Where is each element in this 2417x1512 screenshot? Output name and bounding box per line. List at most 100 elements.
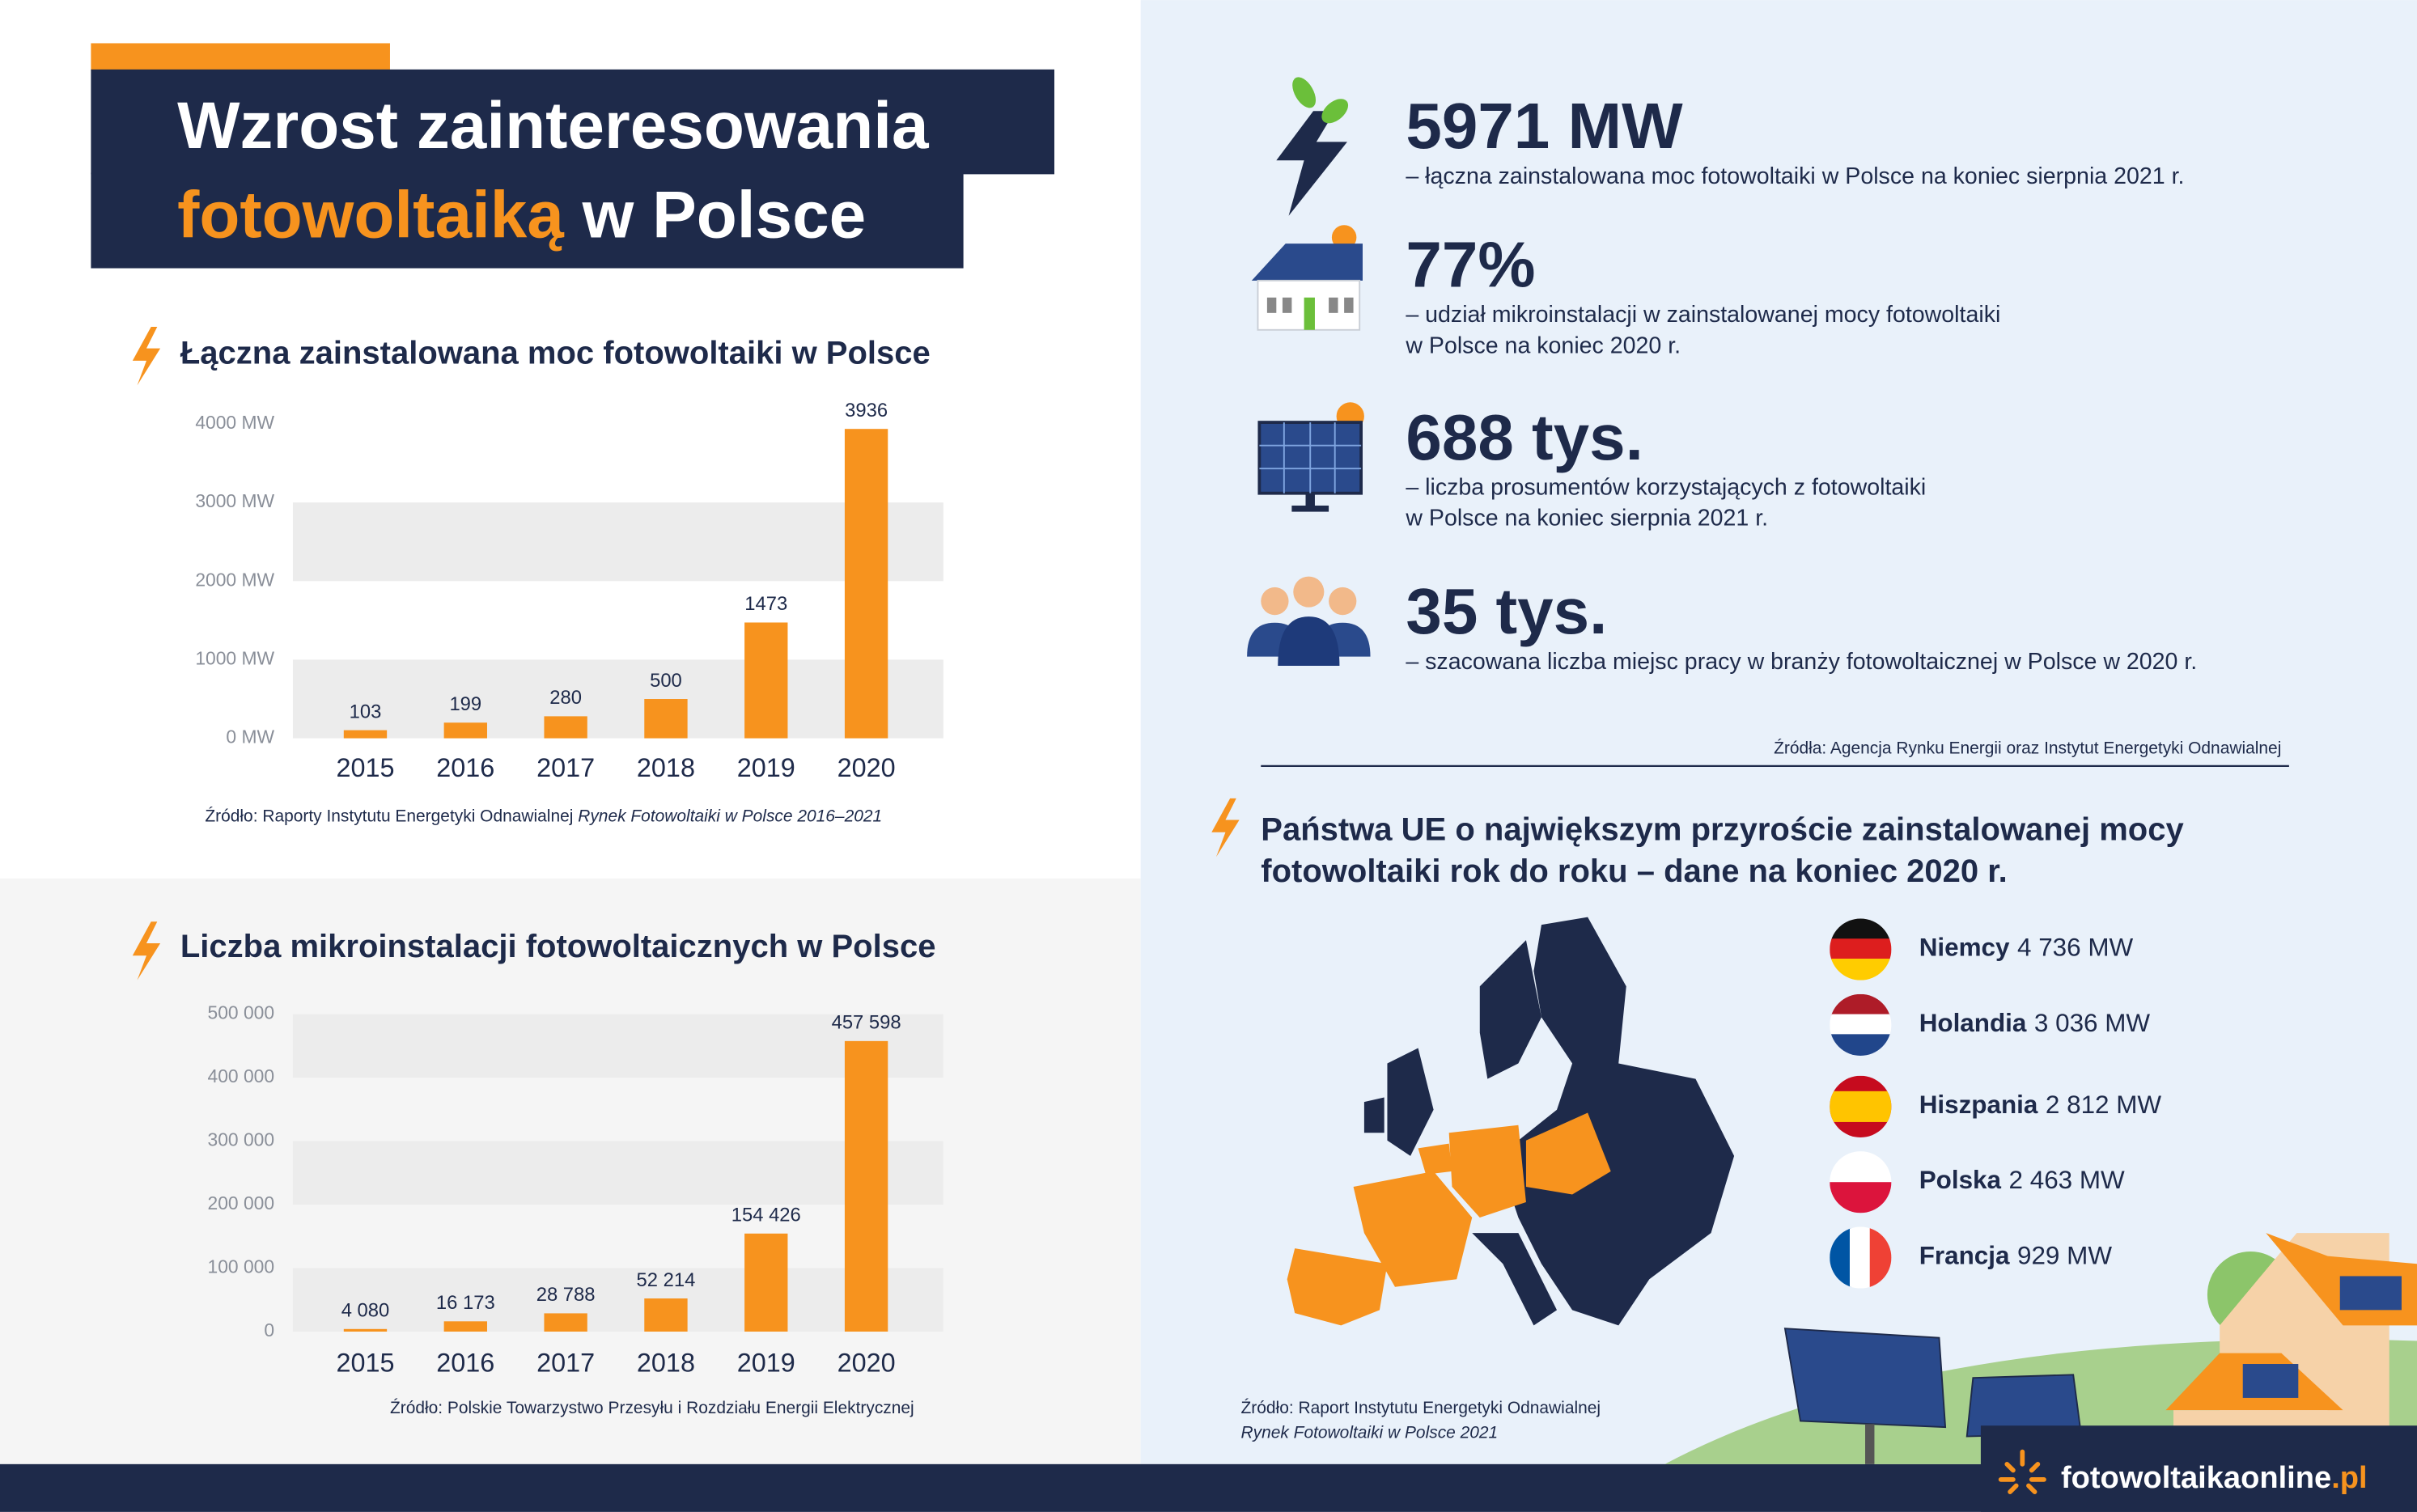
title: fotowoltaiką w Polsce — [177, 178, 866, 252]
brand-logo — [1998, 1449, 2046, 1494]
stats-source: Źródła: Agencja Rynku Energii oraz Insty… — [1774, 739, 2281, 758]
stat-value: 5971 MW — [1406, 90, 1683, 162]
stat-value: 77% — [1406, 228, 1535, 300]
country-entry: Hiszpania 2 812 MW — [1919, 1091, 2162, 1119]
y-tick-label: 1000 MW — [195, 647, 274, 668]
icon-panel — [1257, 402, 1364, 512]
grid-band — [292, 659, 943, 739]
x-tick-label: 2018 — [637, 753, 695, 782]
bar — [844, 429, 888, 739]
value-label: 154 426 — [731, 1205, 801, 1226]
value-label: 3936 — [845, 400, 888, 421]
brand-box — [1980, 1425, 2417, 1512]
bar — [744, 622, 788, 739]
y-tick-label: 300 000 — [208, 1129, 275, 1150]
y-tick-label: 200 000 — [208, 1192, 275, 1213]
title-rest: w Polsce — [582, 178, 867, 252]
country-value: 929 MW — [2017, 1242, 2112, 1270]
eu-source: Źródło: Raport Instytutu Energetyki Odna… — [1241, 1399, 1601, 1417]
source: Źródło: Raporty Instytutu Energetyki Odn… — [205, 807, 578, 825]
bolt-icon — [1211, 798, 1240, 858]
x-tick-label: 2020 — [837, 1349, 896, 1378]
country-entry: Holandia 3 036 MW — [1919, 1009, 2151, 1037]
stat-description: w Polsce na koniec sierpnia 2021 r. — [1405, 506, 1768, 532]
x-tick-label: 2020 — [837, 753, 896, 782]
y-tick-label: 400 000 — [208, 1065, 275, 1086]
y-tick-label: 500 000 — [208, 1002, 275, 1023]
bar — [744, 1233, 788, 1332]
country-name: Francja — [1919, 1242, 2010, 1270]
bar — [644, 1298, 688, 1332]
charts: 0 MW 1000 MW 2000 MW 3000 MW 4000 MW 103 2015 1… — [195, 400, 943, 1378]
value-label: 4 080 — [341, 1300, 390, 1322]
country-value: 2 463 MW — [2009, 1167, 2126, 1195]
stat-description: w Polsce na koniec 2020 r. — [1405, 332, 1681, 358]
bar — [544, 1313, 587, 1332]
x-tick-label: 2019 — [737, 1349, 795, 1378]
chart-source: Źródło: Polskie Towarzystwo Przesyłu i R… — [390, 1399, 914, 1417]
icon-people — [1247, 576, 1371, 667]
x-tick-label: 2017 — [536, 753, 595, 782]
bar — [443, 1321, 487, 1332]
y-tick-label: 2000 MW — [195, 569, 274, 590]
bar — [844, 1040, 888, 1332]
country-list: Niemcy 4 736 MW Holandia 3 036 MW Hiszpania 2… — [1830, 918, 2162, 1289]
country-value: 4 736 MW — [2017, 934, 2134, 962]
value-label: 103 — [350, 701, 382, 722]
y-tick-label: 100 000 — [208, 1256, 275, 1277]
bar — [443, 722, 487, 739]
value-label: 280 — [549, 687, 582, 709]
x-tick-label: 2017 — [536, 1349, 595, 1378]
chart-title: Liczba mikroinstalacji fotowoltaicznych … — [180, 929, 936, 964]
value-label: 52 214 — [637, 1269, 696, 1291]
eu-title: Państwa UE o największym przyroście zain… — [1261, 811, 2184, 847]
bolt-icon — [132, 921, 161, 980]
bar — [343, 730, 388, 739]
value-label: 16 173 — [436, 1292, 495, 1314]
grid-band — [292, 1268, 943, 1332]
source-italic: Rynek Fotowoltaiki w Polsce 2016–2021 — [578, 807, 882, 825]
x-tick-label: 2016 — [436, 1349, 494, 1378]
x-tick-label: 2015 — [336, 1349, 394, 1378]
country-name: Hiszpania — [1919, 1091, 2038, 1119]
icon-house — [1251, 225, 1363, 331]
eu-title: fotowoltaiki rok do roku – dane na konie… — [1261, 853, 2007, 889]
stat-description: – szacowana liczba miejsc pracy w branży… — [1406, 649, 2197, 675]
x-tick-label: 2018 — [637, 1349, 695, 1378]
y-tick-label: 0 MW — [226, 726, 274, 748]
country-value: 2 812 MW — [2046, 1091, 2162, 1119]
country-name: Holandia — [1919, 1009, 2027, 1037]
y-tick-label: 3000 MW — [195, 490, 274, 511]
brand-tld: .pl — [2331, 1461, 2367, 1495]
country-name: Niemcy — [1919, 934, 2010, 962]
panel-bg — [1140, 0, 2417, 1464]
bar — [544, 716, 587, 739]
value-label: 500 — [650, 670, 682, 692]
title-box — [91, 69, 1055, 175]
grid-band — [292, 1141, 943, 1205]
value-label: 199 — [449, 693, 481, 715]
x-tick-label: 2019 — [737, 753, 795, 782]
grid-band — [292, 1014, 943, 1078]
country-entry: Niemcy 4 736 MW — [1919, 934, 2134, 962]
country-name: Polska — [1919, 1167, 2002, 1195]
stat-value: 35 tys. — [1406, 575, 1607, 647]
country-value: 3 036 MW — [2034, 1009, 2151, 1037]
brand-name: fotowoltaikaonline — [2061, 1461, 2331, 1495]
title-highlight: fotowoltaiką — [177, 178, 565, 252]
y-tick-label: 4000 MW — [195, 412, 274, 433]
stat-description: – łączna zainstalowana moc fotowoltaiki … — [1406, 163, 2184, 189]
bolt-icon — [132, 326, 161, 386]
country-entry: Francja 929 MW — [1919, 1242, 2113, 1270]
title: Wzrost zainteresowania — [177, 89, 930, 163]
value-label: 457 598 — [832, 1012, 901, 1034]
title-accent — [91, 43, 390, 71]
stat-description: – udział mikroinstalacji w zainstalowane… — [1406, 302, 2000, 328]
icon-energy — [1276, 77, 1349, 216]
y-tick-label: 0 — [264, 1319, 274, 1340]
stats: 5971 MW– łączna zainstalowana moc fotowo… — [1405, 90, 2197, 675]
stat-value: 688 tys. — [1406, 401, 1643, 473]
stat-description: – liczba prosumentów korzystających z fo… — [1406, 475, 1926, 501]
value-label: 1473 — [744, 593, 787, 615]
